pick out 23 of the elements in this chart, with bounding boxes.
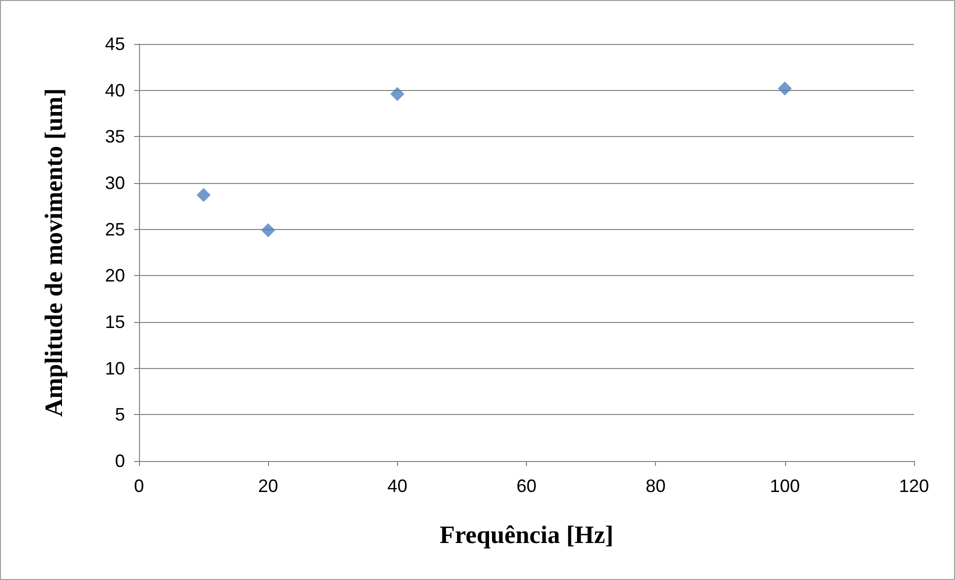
x-tick-label: 80	[646, 476, 666, 496]
y-tick-label: 45	[104, 34, 125, 54]
y-tick-label: 25	[104, 219, 125, 240]
point	[390, 87, 404, 102]
y-tick-label: 40	[104, 80, 125, 100]
x-axis-title: Frequência [Hz]	[440, 522, 614, 549]
y-tick-label: 15	[104, 312, 125, 332]
point	[261, 223, 276, 238]
y-tick-label: 10	[104, 358, 125, 378]
y-tick-label: 35	[104, 126, 125, 147]
point	[778, 81, 792, 96]
y-tick-label: 30	[104, 173, 125, 193]
y-tick-label: 5	[114, 404, 125, 425]
x-tick-label: 60	[516, 476, 537, 496]
point	[196, 188, 211, 202]
x-tick-label: 20	[258, 476, 278, 496]
y-tick-label: 0	[114, 451, 125, 471]
x-tick-label: 40	[387, 476, 408, 496]
x-tick-label: 120	[898, 476, 930, 496]
y-tick-label: 20	[104, 266, 125, 286]
y-axis-title: Amplitude de movimento [um]	[41, 88, 68, 417]
x-tick-label: 0	[134, 476, 144, 496]
x-tick-label: 100	[770, 476, 800, 496]
